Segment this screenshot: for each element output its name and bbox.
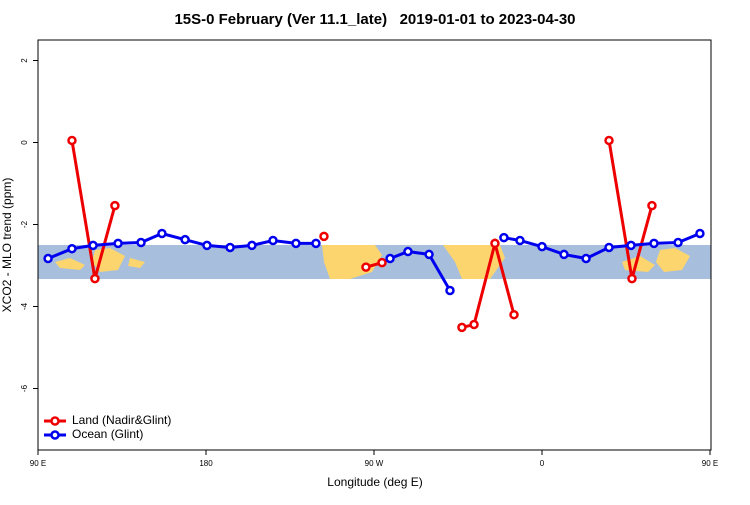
y-axis-label: XCO2 - MLO trend (ppm): [0, 178, 14, 313]
data-point: [469, 319, 479, 330]
data-point: [581, 253, 591, 264]
y-tick-label: -6: [20, 384, 29, 392]
data-point: [559, 249, 569, 260]
legend-item: Ocean (Glint): [44, 427, 143, 441]
x-tick-label: 180: [199, 459, 213, 468]
data-point: [445, 285, 455, 296]
y-tick-label: -2: [20, 220, 29, 228]
data-point: [537, 241, 547, 252]
data-point: [490, 238, 500, 249]
x-tick-label: 90 E: [30, 459, 46, 468]
data-point: [649, 238, 659, 249]
data-point: [247, 240, 257, 251]
data-point: [157, 228, 167, 239]
x-tick-label: 90 W: [365, 459, 384, 468]
data-point: [515, 235, 525, 246]
data-point: [361, 262, 371, 272]
land-shape: [622, 248, 690, 272]
data-point: [499, 232, 509, 243]
data-point: [604, 242, 614, 253]
legend-item: Land (Nadir&Glint): [44, 413, 171, 427]
data-point: [90, 273, 100, 284]
data-point: [377, 257, 387, 268]
y-tick-label: 0: [20, 140, 29, 145]
data-point: [673, 237, 683, 248]
data-point: [385, 253, 395, 264]
data-point: [113, 238, 123, 249]
data-point: [180, 234, 190, 245]
data-point: [88, 240, 98, 251]
data-point: [268, 235, 278, 246]
legend-marker: [50, 430, 60, 440]
data-point: [43, 253, 53, 264]
series-line: [503, 232, 701, 261]
chart-title: 15S-0 February (Ver 11.1_late) 2019-01-0…: [174, 11, 575, 28]
y-tick-label: 2: [20, 58, 29, 63]
data-point: [403, 246, 413, 257]
data-point: [457, 322, 467, 333]
data-point: [291, 238, 301, 249]
data-point: [311, 238, 321, 249]
data-point: [627, 273, 637, 284]
x-tick-label: 90 E: [702, 459, 718, 468]
data-point: [424, 249, 434, 260]
data-point: [647, 200, 657, 211]
data-point: [604, 135, 614, 146]
data-point: [202, 240, 212, 251]
x-axis-label: Longitude (deg E): [327, 475, 422, 489]
legend-marker: [50, 416, 60, 426]
series-line: [389, 250, 452, 292]
x-tick-label: 0: [540, 459, 545, 468]
data-point: [67, 135, 77, 146]
data-point: [319, 231, 329, 242]
y-tick-label: -4: [20, 302, 29, 310]
data-point: [67, 243, 77, 254]
legend-label: Land (Nadir&Glint): [72, 413, 171, 427]
data-point: [695, 228, 705, 239]
series-line: [461, 237, 516, 329]
data-point: [626, 240, 636, 251]
data-point: [110, 200, 120, 211]
data-point: [136, 237, 146, 248]
data-point: [225, 242, 235, 253]
legend-label: Ocean (Glint): [72, 427, 143, 441]
data-point: [509, 309, 519, 320]
